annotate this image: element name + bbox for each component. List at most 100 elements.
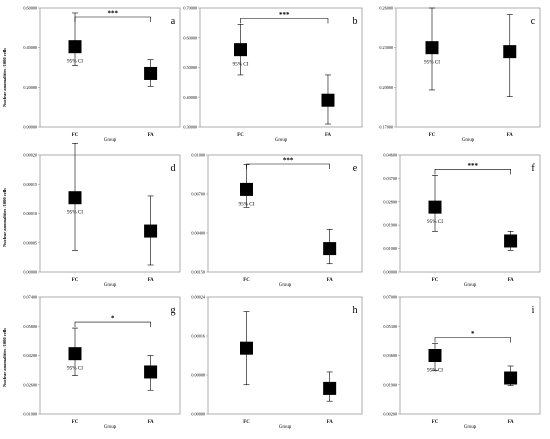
panel-f-marker-FA — [504, 234, 518, 248]
panel-f-xtick-label: FC — [432, 278, 439, 283]
panel-d-ytick-label: 0.00005 — [23, 240, 37, 245]
panel-e-xtick-label: FA — [327, 278, 334, 283]
panel-i-ytick-label: 0.05300 — [383, 324, 397, 329]
panel-d-marker-FC — [68, 191, 82, 205]
y-axis-label-row-2: Nuclear anomalities /1000 cells — [2, 187, 7, 247]
panel-g-frame — [39, 296, 181, 415]
panel-a-ci-label: 95% CI — [67, 59, 83, 65]
panel-c-frame — [395, 7, 541, 128]
panel-c-xtick-label: FA — [507, 133, 514, 138]
panel-f-ytick-label: 0.02800 — [383, 199, 397, 204]
panel-c-x-axis-label: Group — [462, 138, 475, 143]
panel-b-x-axis-label: Group — [275, 138, 288, 143]
panel-h-xtick-label: FA — [327, 420, 334, 425]
panel-b-significance-bracket — [240, 18, 329, 24]
panel-a-significance-bracket — [74, 16, 151, 22]
panel-h-ytick-label: 0.00000 — [191, 412, 205, 417]
panel-g-x-axis-label: Group — [104, 425, 117, 430]
panel-f-significance-label: *** — [468, 162, 479, 170]
panel-g-xtick-label: FC — [72, 420, 79, 425]
panel-b-letter: b — [353, 16, 358, 27]
y-axis-label-row-3: Nuclear anomalities /1000 cells — [2, 327, 7, 387]
panel-f-ytick-label: 0.00000 — [383, 270, 397, 275]
panel-g-significance-bracket — [74, 321, 151, 328]
panel-a-marker-FA — [144, 66, 158, 80]
panel-a-xtick-label: FA — [148, 133, 155, 138]
panel-i-ytick-label: 0.07000 — [383, 295, 397, 300]
panel-e-frame — [207, 154, 363, 273]
panel-d-xtick-label: FA — [148, 278, 155, 283]
panel-f-ci-label: 95% CI — [427, 219, 443, 225]
panel-i-letter: i — [532, 305, 535, 316]
panel-b-significance-label: *** — [279, 11, 290, 19]
panel-c-marker-FA — [503, 45, 517, 59]
panel-i-ytick-label: 0.01900 — [383, 382, 397, 387]
panel-g-ci-label: 95% CI — [67, 366, 83, 372]
panel-e-xtick-label: FC — [243, 278, 250, 283]
panel-b-xtick-label: FA — [325, 133, 332, 138]
panel-f-ytick-label: 0.04600 — [383, 153, 397, 158]
panel-d-ytick-label: 0.00000 — [23, 270, 37, 275]
panel-a-x-axis-label: Group — [104, 138, 117, 143]
panel-b-marker-FA — [321, 93, 335, 107]
panel-b-ytick-label: 0.60000 — [183, 35, 197, 40]
panel-i-frame — [399, 296, 541, 415]
panel-i-marker-FA — [504, 371, 518, 385]
panel-c-ytick-label: 0.26000 — [379, 6, 393, 11]
panel-f-letter: f — [531, 163, 535, 174]
panel-g-ytick-label: 0.05800 — [23, 324, 37, 329]
panel-e-ytick-label: 0.00150 — [191, 270, 205, 275]
panel-f-marker-FC — [428, 200, 442, 214]
panel-e-ci-label: 95% CI — [239, 201, 255, 207]
panel-b-ci-label: 95% CI — [233, 62, 249, 68]
panel-b-ytick-label: 0.70000 — [183, 6, 197, 11]
panel-i-ytick-label: 0.03600 — [383, 353, 397, 358]
panel-d-letter: d — [171, 163, 176, 174]
panel-f-ytick-label: 0.03700 — [383, 176, 397, 181]
panel-e-significance-bracket — [246, 163, 330, 169]
panel-g-ytick-label: 0.04200 — [23, 353, 37, 358]
panel-e-ytick-label: 0.00400 — [191, 231, 205, 236]
panel-d-x-axis-label: Group — [104, 283, 117, 288]
panel-b-ytick-label: 0.50000 — [183, 65, 197, 70]
panel-h-ytick-label: 0.00016 — [191, 334, 205, 339]
panel-a-frame — [39, 7, 181, 128]
panel-a-ytick-label: 0.60000 — [23, 6, 37, 11]
panel-i-significance-label: * — [471, 330, 475, 338]
panel-h-marker-FA — [323, 381, 337, 395]
panel-b-ytick-label: 0.30000 — [183, 125, 197, 130]
panel-g-marker-FC — [68, 347, 82, 361]
panel-b-xtick-label: FC — [237, 133, 244, 138]
panel-f-ytick-label: 0.01000 — [383, 246, 397, 251]
panel-e-letter: e — [353, 163, 358, 174]
panel-h-ytick-label: 0.00008 — [191, 373, 205, 378]
panel-d-frame — [39, 154, 181, 273]
panel-i-ytick-label: 0.00200 — [383, 412, 397, 417]
panel-i-marker-FC — [428, 349, 442, 362]
panel-c-ytick-label: 0.23000 — [379, 45, 393, 50]
panel-b-frame — [199, 7, 363, 128]
panel-e-ytick-label: 0.01000 — [191, 153, 205, 158]
panel-g-significance-label: * — [111, 315, 115, 323]
panel-i-significance-bracket — [434, 337, 511, 343]
panel-e-marker-FA — [323, 242, 337, 256]
panel-f-ytick-label: 0.01900 — [383, 223, 397, 228]
panel-c-ytick-label: 0.17000 — [379, 125, 393, 130]
panel-h-xtick-label: FC — [243, 420, 250, 425]
panel-e-x-axis-label: Group — [279, 283, 292, 288]
panel-f-frame — [399, 154, 541, 273]
panel-e-significance-label: *** — [283, 157, 294, 165]
panel-a-ytick-label: 0.00000 — [23, 125, 37, 130]
y-axis-label-row-1: Nuclear anomalities /1000 cells — [2, 47, 7, 107]
panel-a-ytick-label: 0.40000 — [23, 45, 37, 50]
panel-g-letter: g — [171, 305, 176, 316]
panel-i-xtick-label: FA — [508, 420, 515, 425]
panel-e-ytick-label: 0.00700 — [191, 192, 205, 197]
panel-h-x-axis-label: Group — [279, 425, 292, 430]
panel-a-letter: a — [171, 16, 176, 27]
panel-g-marker-FA — [144, 365, 158, 379]
panel-g-ytick-label: 0.01000 — [23, 412, 37, 417]
panel-a-xtick-label: FC — [72, 133, 79, 138]
